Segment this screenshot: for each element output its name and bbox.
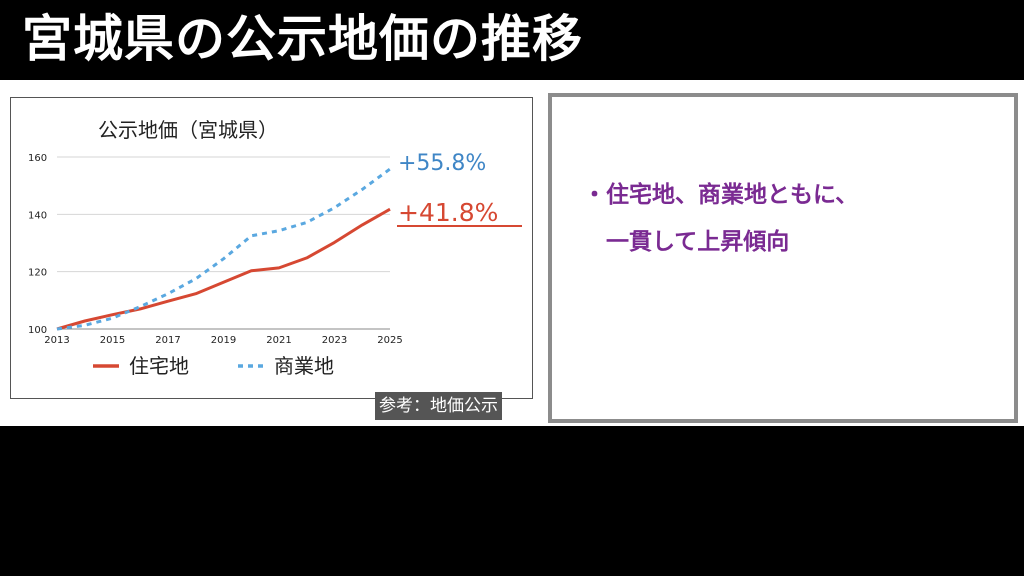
series-line-residential [56, 207, 391, 331]
x-tick-label: 2019 [211, 335, 236, 346]
x-tick-label: 2015 [100, 335, 125, 346]
legend-label-residential: 住宅地 [129, 354, 189, 378]
chart-title: 公示地価（宮城県） [98, 118, 278, 142]
legend-label-commercial: 商業地 [274, 354, 334, 378]
x-tick-label: 2013 [44, 335, 69, 346]
y-tick-label: 160 [28, 153, 47, 164]
x-tick-label: 2025 [377, 335, 402, 346]
end-label-residential: +41.8% [398, 198, 498, 227]
x-tick-label: 2017 [155, 335, 180, 346]
end-label-commercial: +55.8% [398, 151, 486, 176]
y-tick-label: 120 [28, 268, 47, 279]
chart-frame [10, 97, 533, 399]
source-note: 参考：地価公示 [375, 392, 502, 420]
bullet-line-2: 一貫して上昇傾向 [606, 229, 790, 255]
slide-title: 宮城県の公示地価の推移 [22, 10, 583, 68]
y-tick-label: 100 [28, 325, 47, 336]
title-bar: 宮城県の公示地価の推移 [0, 0, 1024, 80]
bullet-box [548, 93, 1018, 423]
y-tick-label: 140 [28, 210, 47, 221]
bullet-line-1: ・住宅地、商業地ともに、 [583, 182, 859, 208]
x-tick-label: 2021 [266, 335, 291, 346]
series-line-commercial [56, 167, 391, 331]
x-tick-label: 2023 [322, 335, 347, 346]
